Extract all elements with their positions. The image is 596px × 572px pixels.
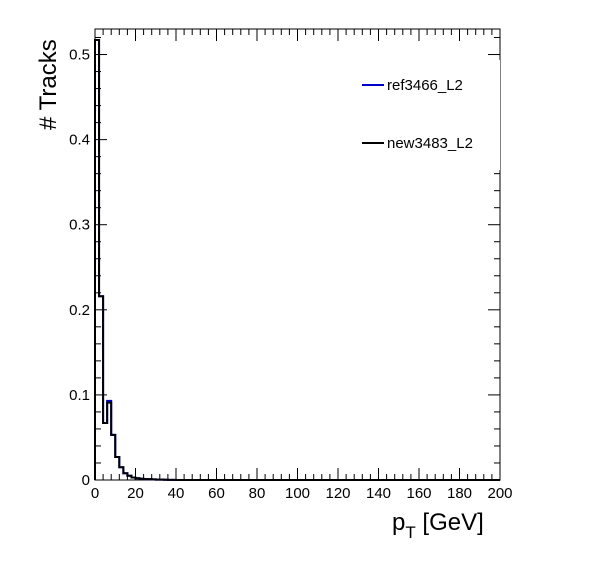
- x-tick-label: 40: [168, 485, 185, 502]
- y-tick-label: 0.3: [69, 217, 90, 234]
- y-tick-label: 0.1: [69, 387, 90, 404]
- x-tick-label: 20: [127, 485, 144, 502]
- legend-label-ref: ref3466_L2: [387, 77, 463, 94]
- legend-box: [356, 60, 500, 170]
- x-tick-label: 200: [487, 485, 512, 502]
- x-tick-label: 0: [91, 485, 99, 502]
- x-tick-label: 160: [406, 485, 431, 502]
- legend: ref3466_L2 new3483_L2: [356, 60, 500, 170]
- x-tick-label: 100: [285, 485, 310, 502]
- x-tick-label: 120: [325, 485, 350, 502]
- y-tick-label: 0: [82, 472, 90, 489]
- series-line-new3483_L2: [94, 39, 500, 481]
- x-axis-title-unit: [GeV]: [416, 509, 484, 536]
- x-tick-label: 60: [208, 485, 225, 502]
- x-axis-title-subscript: T: [405, 523, 415, 542]
- x-tick-label: 80: [249, 485, 266, 502]
- x-tick-label: 140: [366, 485, 391, 502]
- axis-tick-labels: 0 20 40 60 80 100 120 140 160 180 200 0 0.1 0.2 0.3 0.4…: [69, 47, 512, 502]
- x-axis-title: pT [GeV]: [392, 509, 484, 542]
- series-lines: [94, 39, 500, 481]
- y-axis-title: # Tracks: [35, 39, 62, 130]
- y-tick-label: 0.5: [69, 47, 90, 64]
- legend-label-new: new3483_L2: [387, 135, 473, 152]
- x-tick-label: 180: [447, 485, 472, 502]
- x-axis-title-main: p: [392, 509, 405, 536]
- y-tick-label: 0.2: [69, 302, 90, 319]
- y-tick-label: 0.4: [69, 132, 90, 149]
